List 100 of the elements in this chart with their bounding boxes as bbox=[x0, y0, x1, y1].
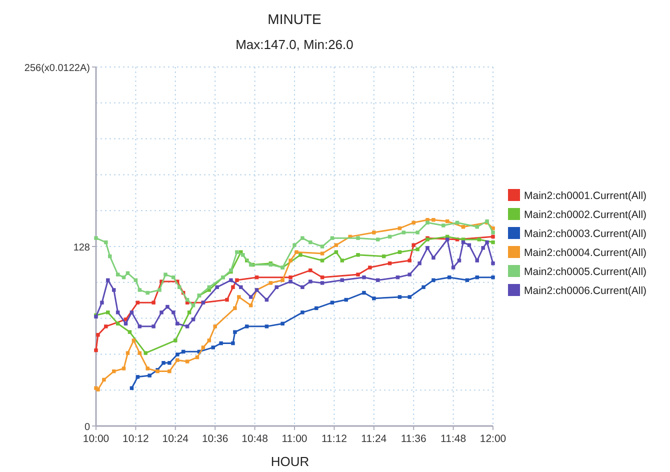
point bbox=[451, 266, 456, 270]
point bbox=[445, 238, 450, 242]
point bbox=[334, 250, 338, 254]
point bbox=[368, 266, 372, 270]
point bbox=[356, 272, 360, 276]
point bbox=[235, 250, 239, 254]
point bbox=[264, 324, 269, 328]
point bbox=[164, 272, 168, 276]
y-tick-label: 0 bbox=[84, 422, 90, 433]
point bbox=[138, 324, 142, 328]
point bbox=[233, 306, 237, 310]
point bbox=[239, 285, 243, 290]
point bbox=[340, 258, 344, 262]
point bbox=[235, 278, 239, 282]
point bbox=[330, 236, 334, 240]
x-tick-label: 10:36 bbox=[202, 433, 228, 445]
point bbox=[146, 366, 150, 370]
point bbox=[104, 324, 108, 328]
point bbox=[112, 288, 116, 292]
point bbox=[201, 346, 206, 350]
point bbox=[94, 236, 98, 240]
point bbox=[104, 240, 108, 244]
point bbox=[362, 290, 366, 295]
point bbox=[152, 324, 156, 328]
point bbox=[211, 346, 215, 350]
point bbox=[132, 338, 136, 342]
point bbox=[237, 295, 241, 299]
point bbox=[477, 238, 481, 242]
point bbox=[106, 278, 110, 282]
point bbox=[136, 300, 140, 304]
point bbox=[412, 243, 416, 247]
point bbox=[308, 268, 312, 272]
point bbox=[244, 324, 249, 328]
point bbox=[176, 352, 180, 356]
point bbox=[491, 230, 495, 234]
point bbox=[308, 240, 312, 244]
point bbox=[330, 300, 334, 304]
point bbox=[158, 288, 162, 292]
point bbox=[100, 300, 104, 304]
point bbox=[372, 230, 376, 234]
point bbox=[96, 332, 100, 337]
point bbox=[229, 278, 233, 282]
x-tick-label: 11:12 bbox=[321, 433, 348, 445]
point bbox=[372, 296, 376, 300]
point bbox=[491, 240, 495, 244]
point bbox=[162, 361, 166, 365]
point bbox=[148, 374, 152, 378]
point bbox=[160, 310, 164, 314]
point bbox=[300, 310, 304, 314]
point bbox=[136, 375, 140, 379]
point bbox=[320, 244, 324, 248]
point bbox=[300, 236, 304, 240]
point bbox=[187, 310, 192, 314]
point bbox=[298, 253, 302, 257]
point bbox=[356, 236, 360, 240]
point bbox=[172, 275, 176, 280]
point bbox=[294, 250, 298, 254]
point bbox=[268, 281, 273, 285]
point bbox=[233, 330, 237, 334]
point bbox=[185, 360, 190, 364]
point bbox=[288, 280, 292, 284]
point bbox=[412, 220, 416, 225]
point bbox=[408, 295, 412, 299]
point bbox=[128, 330, 132, 334]
x-tick-label: 10:12 bbox=[122, 433, 149, 445]
x-tick-label: 11:24 bbox=[361, 433, 387, 445]
x-tick-label: 11:48 bbox=[440, 433, 466, 445]
point bbox=[174, 338, 178, 342]
point bbox=[308, 280, 312, 284]
point bbox=[426, 220, 430, 225]
y-tick-label: 128 bbox=[73, 242, 90, 254]
point bbox=[288, 258, 292, 262]
point bbox=[219, 341, 223, 346]
point bbox=[320, 281, 324, 285]
point bbox=[138, 288, 142, 292]
point bbox=[248, 295, 253, 299]
point bbox=[491, 261, 495, 266]
point bbox=[213, 324, 217, 328]
point bbox=[481, 246, 485, 250]
point bbox=[280, 322, 284, 326]
point bbox=[248, 304, 253, 308]
point bbox=[356, 253, 360, 257]
point bbox=[320, 252, 324, 256]
x-tick-label: 12:00 bbox=[480, 433, 506, 445]
point bbox=[146, 290, 150, 295]
point bbox=[231, 341, 235, 346]
point bbox=[416, 230, 420, 234]
point bbox=[344, 298, 348, 302]
point bbox=[108, 254, 112, 258]
point bbox=[241, 253, 245, 257]
y-tick-label: 256(x0.0122A) bbox=[24, 63, 90, 74]
point bbox=[376, 238, 380, 242]
x-axis-title: HOUR bbox=[270, 454, 310, 469]
point bbox=[426, 246, 430, 250]
point bbox=[166, 304, 170, 309]
point bbox=[402, 230, 406, 234]
point bbox=[475, 224, 479, 229]
point bbox=[416, 247, 420, 252]
legend-label: Main2:ch0002.Current(All) bbox=[524, 209, 647, 221]
point bbox=[176, 322, 180, 326]
